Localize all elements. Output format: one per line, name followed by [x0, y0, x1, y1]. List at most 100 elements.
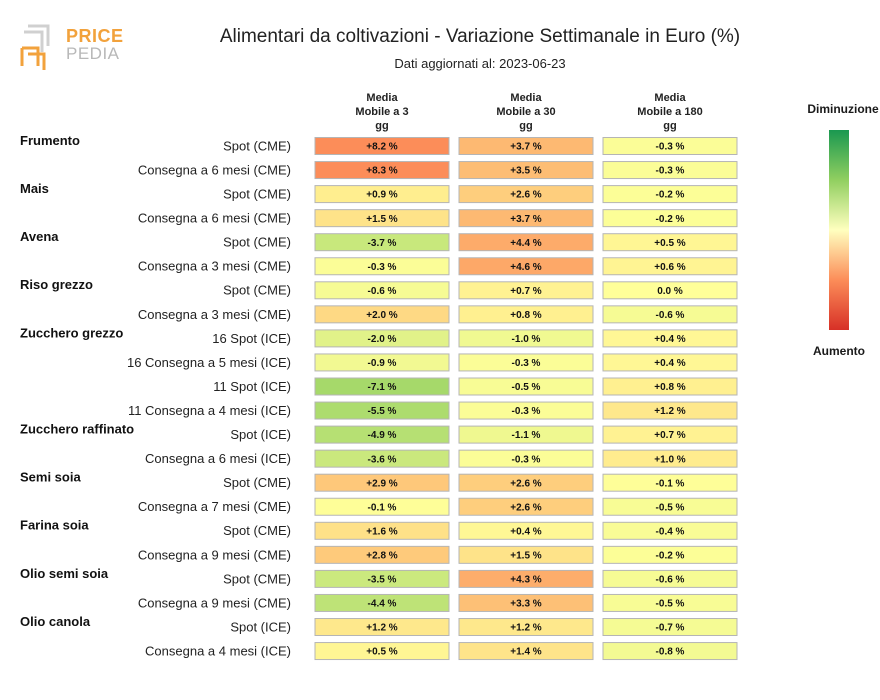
heatmap-cell: [458, 353, 594, 372]
heatmap-cell: [458, 305, 594, 324]
heatmap-cell: [314, 161, 450, 180]
heatmap-cell: [602, 209, 738, 228]
heatmap-cell: [458, 185, 594, 204]
cell-value-label: +2.6 %: [510, 502, 542, 513]
cell-value-label: +0.4 %: [654, 358, 686, 369]
cell-value-label: -0.6 %: [368, 286, 397, 297]
heatmap-cell: [314, 353, 450, 372]
row-label: Consegna a 9 mesi (CME): [138, 547, 291, 562]
cell-value-label: -0.5 %: [656, 599, 685, 610]
heatmap-cell: [314, 425, 450, 444]
heatmap-cell: [314, 497, 450, 516]
cell-value-label: -0.5 %: [656, 502, 685, 513]
column-header-line: Mobile a 30: [496, 106, 556, 118]
legend-color-bar: [829, 130, 849, 330]
heatmap-cell: [602, 353, 738, 372]
cell-value-label: -0.6 %: [656, 575, 685, 586]
row-label: Consegna a 3 mesi (CME): [138, 307, 291, 322]
cell-value-label: +0.8 %: [510, 310, 542, 321]
group-label: Zucchero grezzo: [20, 325, 123, 340]
heatmap-cell: [602, 618, 738, 636]
cell-value-label: +4.4 %: [510, 238, 542, 249]
row-label: Consegna a 6 mesi (CME): [138, 211, 291, 226]
row-label: Spot (ICE): [230, 619, 291, 634]
cell-value-label: +1.5 %: [366, 214, 398, 225]
heatmap-cell: [314, 593, 450, 612]
row-label: Consegna a 4 mesi (ICE): [145, 643, 291, 658]
heatmap-cell: [458, 281, 594, 300]
heatmap-cell: [458, 257, 594, 276]
column-header-1: Media Mobile a 3 gg: [322, 91, 442, 133]
group-label: Mais: [20, 181, 49, 196]
cell-value-label: -0.3 %: [368, 262, 397, 273]
cell-value-label: +0.5 %: [366, 647, 398, 658]
cell-value-label: +0.9 %: [366, 190, 398, 201]
heatmap-cell: [602, 281, 738, 300]
heatmap-cell: [602, 401, 738, 420]
row-label: 16 Consegna a 5 mesi (ICE): [127, 355, 291, 370]
cell-value-label: -0.3 %: [512, 406, 541, 417]
cell-value-label: +3.5 %: [510, 166, 542, 177]
legend-top-label: Diminuzione: [807, 102, 879, 116]
heatmap-cell: [314, 137, 450, 155]
heatmap-cell: [314, 329, 450, 348]
heatmap-cell: [602, 569, 738, 588]
heatmap-cell: [602, 233, 738, 252]
heatmap-cell: [314, 305, 450, 324]
heatmap-cell: [458, 329, 594, 348]
logo-pedia-text: PEDIA: [66, 44, 120, 63]
heatmap-cell: [458, 642, 594, 661]
cell-value-label: +0.7 %: [654, 430, 686, 441]
cell-value-label: +1.2 %: [654, 406, 686, 417]
cell-value-label: -0.3 %: [656, 142, 685, 153]
heatmap-cell: [458, 497, 594, 516]
cell-value-label: -4.9 %: [368, 430, 397, 441]
heatmap-cell: [314, 473, 450, 492]
heatmap-cell: [602, 137, 738, 155]
cell-value-label: +4.6 %: [510, 262, 542, 273]
heatmap-cell: [458, 377, 594, 396]
heatmap-cell: [314, 185, 450, 204]
cell-value-label: -1.1 %: [512, 430, 541, 441]
column-header-line: gg: [375, 120, 389, 132]
heatmap-cell: [314, 401, 450, 420]
heatmap-cell: [602, 449, 738, 468]
chart-subtitle: Dati aggiornati al: 2023-06-23: [394, 56, 566, 71]
heatmap-cell: [602, 161, 738, 180]
group-label: Olio semi soia: [20, 566, 109, 581]
row-label: Consegna a 6 mesi (ICE): [145, 451, 291, 466]
group-label: Frumento: [20, 133, 80, 148]
heatmap-cell: [314, 209, 450, 228]
cell-value-label: -0.1 %: [656, 478, 685, 489]
heatmap-cell: [314, 569, 450, 588]
column-header-line: Mobile a 3: [355, 106, 409, 118]
cell-value-label: +0.7 %: [510, 286, 542, 297]
heatmap-cell: [602, 425, 738, 444]
heatmap-cell: [602, 521, 738, 540]
heatmap-cell: [458, 521, 594, 540]
heatmap-cell: [458, 161, 594, 180]
cell-value-label: +1.6 %: [366, 526, 398, 537]
column-header-line: gg: [663, 120, 677, 132]
heatmap-cell: [602, 329, 738, 348]
row-label: Spot (CME): [223, 523, 291, 538]
cell-value-label: -0.2 %: [656, 214, 685, 225]
cell-value-label: +1.5 %: [510, 550, 542, 561]
group-label: Olio canola: [20, 614, 91, 629]
cell-value-label: +1.0 %: [654, 454, 686, 465]
logo-mark-icon: [20, 24, 50, 70]
cell-value-label: -0.3 %: [656, 166, 685, 177]
cell-value-label: -0.3 %: [512, 454, 541, 465]
heatmap-cell: [602, 305, 738, 324]
cell-value-label: 0.0 %: [657, 286, 683, 297]
cell-value-label: -4.4 %: [368, 599, 397, 610]
heatmap-cell: [458, 137, 594, 155]
cell-value-label: +1.2 %: [510, 623, 542, 634]
row-label: Spot (CME): [223, 283, 291, 298]
cell-value-label: -0.2 %: [656, 190, 685, 201]
cell-value-label: +8.2 %: [366, 142, 398, 153]
cell-value-label: +0.6 %: [654, 262, 686, 273]
cell-value-label: -0.2 %: [656, 550, 685, 561]
cell-value-label: -0.6 %: [656, 310, 685, 321]
heatmap-cell: [458, 545, 594, 564]
